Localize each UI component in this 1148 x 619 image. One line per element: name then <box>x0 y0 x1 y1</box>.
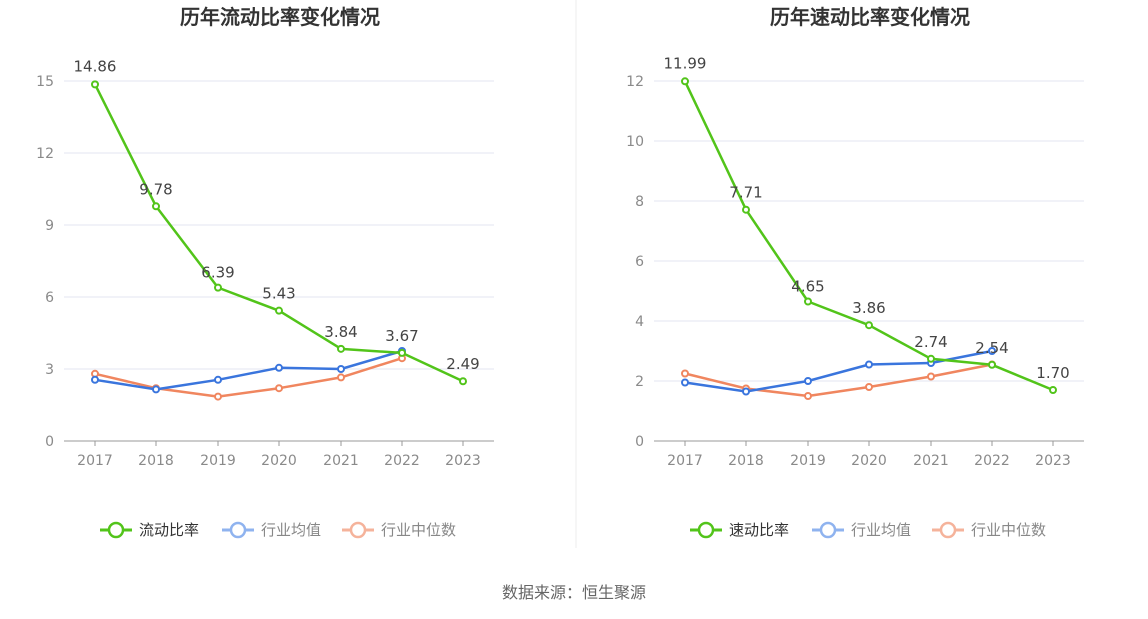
data-point <box>337 365 345 373</box>
legend-marker <box>229 521 247 539</box>
legend-item[interactable]: 速动比率 <box>690 521 789 539</box>
legend-marker <box>939 521 957 539</box>
legend-item[interactable]: 行业中位数 <box>932 521 1046 539</box>
legend-marker <box>107 521 125 539</box>
data-point <box>804 377 812 385</box>
y-tick-label: 8 <box>635 194 644 210</box>
x-tick-label: 2017 <box>667 453 703 469</box>
data-point <box>214 392 222 401</box>
y-tick-label: 15 <box>36 74 54 90</box>
y-tick-label: 6 <box>635 254 644 270</box>
x-tick-label: 2022 <box>384 453 420 469</box>
y-tick-label: 12 <box>36 146 54 162</box>
data-label: 5.43 <box>262 285 295 303</box>
legend-label: 行业中位数 <box>381 521 456 539</box>
data-label: 6.39 <box>201 264 234 282</box>
x-tick-label: 2019 <box>200 453 236 469</box>
y-tick-label: 2 <box>635 374 644 390</box>
series-line-1 <box>94 349 403 391</box>
y-tick-label: 0 <box>45 434 54 450</box>
data-label: 7.71 <box>729 184 762 202</box>
data-label: 4.65 <box>791 278 824 296</box>
data-point <box>91 375 99 384</box>
legend-label: 行业均值 <box>261 521 321 539</box>
data-point <box>927 372 935 381</box>
x-tick-label: 2023 <box>445 453 481 469</box>
legend-item[interactable]: 行业均值 <box>222 521 321 539</box>
legend-label: 行业中位数 <box>971 521 1046 539</box>
x-tick-label: 2020 <box>261 453 297 469</box>
data-point <box>865 383 873 391</box>
data-label: 2.54 <box>975 339 1008 357</box>
data-point <box>865 360 873 369</box>
data-label: 9.78 <box>139 180 172 198</box>
data-point <box>742 387 750 396</box>
legend-marker <box>819 521 837 539</box>
chart-title: 历年速动比率变化情况 <box>770 5 970 29</box>
data-label: 3.86 <box>852 299 885 317</box>
chart-2: 历年速动比率变化情况 0 2 4 6 8 10 12 2017 2018 2019 2020 2021 2… <box>626 5 1084 539</box>
data-point <box>152 385 160 394</box>
y-tick-label: 6 <box>45 290 54 306</box>
data-point <box>152 202 160 211</box>
data-point <box>681 77 689 86</box>
chart-1: 历年流动比率变化情况 0 3 6 9 12 15 2017 2018 2019 2020 2021 20… <box>36 5 494 539</box>
data-label: 3.84 <box>324 323 357 341</box>
legend-label: 行业均值 <box>851 521 911 539</box>
x-tick-label: 2022 <box>974 453 1010 469</box>
data-label: 11.99 <box>664 54 707 72</box>
data-point <box>91 80 99 89</box>
data-point <box>398 348 406 357</box>
data-point <box>275 306 283 315</box>
legend-item[interactable]: 流动比率 <box>100 521 199 539</box>
data-label: 2.74 <box>914 333 947 351</box>
data-point <box>988 347 996 355</box>
x-tick-label: 2019 <box>790 453 826 469</box>
data-point <box>275 384 283 393</box>
y-tick-label: 0 <box>635 434 644 450</box>
data-point <box>275 363 283 372</box>
data-label: 3.67 <box>385 327 418 345</box>
x-tick-label: 2018 <box>138 453 174 469</box>
series-line-2 <box>684 363 993 398</box>
data-point <box>988 360 996 369</box>
data-point <box>337 373 345 382</box>
legend-label: 速动比率 <box>729 521 789 539</box>
chart-title: 历年流动比率变化情况 <box>180 5 380 29</box>
data-label: 14.86 <box>74 57 117 75</box>
data-source-note: 数据来源：恒生聚源 <box>501 583 646 602</box>
x-tick-label: 2021 <box>913 453 949 469</box>
data-point <box>337 344 345 353</box>
data-point <box>1049 386 1057 394</box>
data-label: 2.49 <box>446 355 479 373</box>
data-point <box>214 283 222 292</box>
data-point <box>865 321 873 330</box>
data-point <box>214 375 222 384</box>
x-tick-label: 2020 <box>851 453 887 469</box>
data-point <box>804 392 812 400</box>
y-tick-label: 4 <box>635 314 644 330</box>
legend-item[interactable]: 行业均值 <box>812 521 911 539</box>
data-point <box>804 297 812 306</box>
data-point <box>681 378 689 387</box>
series-line-2 <box>94 357 403 398</box>
legend-marker <box>349 521 367 539</box>
data-point <box>742 205 750 214</box>
legend-marker <box>697 521 715 539</box>
x-tick-label: 2017 <box>77 453 113 469</box>
legend-item[interactable]: 行业中位数 <box>342 521 456 539</box>
x-tick-label: 2021 <box>323 453 359 469</box>
y-tick-label: 12 <box>626 74 644 90</box>
data-point <box>681 369 689 378</box>
x-tick-label: 2018 <box>728 453 764 469</box>
y-tick-label: 10 <box>626 134 644 150</box>
data-point <box>459 377 467 386</box>
x-tick-label: 2023 <box>1035 453 1071 469</box>
data-label: 1.70 <box>1036 364 1069 382</box>
legend-label: 流动比率 <box>139 521 199 539</box>
data-point <box>927 354 935 363</box>
y-tick-label: 3 <box>45 362 54 378</box>
y-tick-label: 9 <box>45 218 54 234</box>
